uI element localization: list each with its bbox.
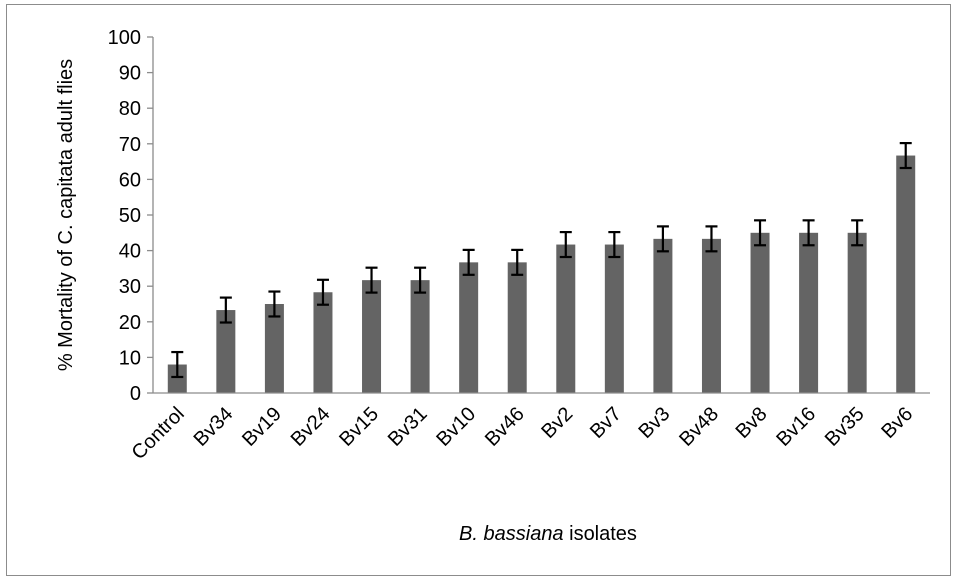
error-bar-bv24 — [316, 278, 329, 306]
y-tick-label: 20 — [119, 312, 141, 334]
x-axis-title-italic: B. bassiana — [459, 523, 564, 545]
bar-control — [167, 364, 187, 393]
error-bar-bv7 — [608, 230, 621, 259]
y-tick-label: 30 — [119, 276, 141, 298]
error-bar-bv8 — [754, 219, 767, 247]
bar-bv3 — [653, 238, 673, 393]
error-bar-bv16 — [802, 219, 815, 247]
error-bar-bv15 — [365, 266, 378, 294]
error-bar-bv46 — [511, 248, 524, 276]
y-tick-label: 0 — [130, 383, 141, 405]
bar-bv48 — [701, 238, 721, 393]
x-category-label: Bv16 — [772, 403, 820, 451]
bar-bv2 — [556, 244, 576, 393]
x-category-label: Bv3 — [635, 403, 675, 443]
bar-bv19 — [264, 304, 284, 393]
error-bar-bv19 — [268, 290, 281, 318]
x-category-label: Bv31 — [384, 403, 432, 451]
error-bar-bv3 — [656, 225, 669, 253]
bar-bv24 — [313, 292, 333, 393]
x-category-label: Bv7 — [586, 403, 626, 443]
x-category-label: Bv2 — [537, 403, 577, 443]
x-category-label: Bv34 — [190, 403, 238, 451]
bar-bv10 — [459, 262, 479, 393]
chart-frame — [6, 4, 951, 576]
bars — [167, 155, 916, 393]
error-bar-bv10 — [462, 248, 475, 276]
x-category-label: Bv24 — [287, 403, 335, 451]
x-category-label: Bv35 — [821, 403, 869, 451]
error-bar-bv48 — [705, 225, 718, 253]
bar-bv31 — [410, 280, 430, 393]
bar-bv46 — [507, 262, 527, 393]
bar-bv34 — [216, 310, 236, 393]
bar-bv35 — [847, 232, 867, 393]
bar-bv7 — [604, 244, 624, 393]
error-bar-bv2 — [559, 230, 572, 259]
bar-bv6 — [896, 155, 916, 393]
bar-bv8 — [750, 232, 770, 393]
x-category-label: Bv6 — [877, 403, 917, 443]
y-axis-title: % Mortality of C. capitata adult flies — [55, 59, 77, 371]
error-bar-bv34 — [219, 296, 232, 324]
x-category-label: Bv8 — [732, 403, 772, 443]
x-category-label: Bv48 — [675, 403, 723, 451]
x-category-label: Bv10 — [432, 403, 480, 451]
category-labels: Control Bv34 Bv19 Bv24 Bv15 Bv31 Bv10 Bv46 Bv2 Bv… — [128, 403, 918, 464]
y-axis-ticks: 0 10 20 30 40 50 60 70 80 90 100 — [108, 27, 153, 405]
error-bar-bv6 — [899, 141, 912, 170]
x-category-label: Control — [128, 403, 189, 464]
y-tick-label: 100 — [108, 27, 141, 49]
y-tick-label: 70 — [119, 134, 141, 156]
error-bar-bv35 — [851, 219, 864, 247]
x-category-label: Bv19 — [238, 403, 286, 451]
bar-bv15 — [362, 280, 382, 393]
y-tick-label: 50 — [119, 205, 141, 227]
error-bars — [171, 141, 912, 379]
x-axis-title: B. bassiana isolates — [459, 523, 637, 545]
x-axis-title-rest: isolates — [564, 523, 637, 545]
x-category-label: Bv15 — [335, 403, 383, 451]
y-tick-label: 90 — [119, 63, 141, 85]
y-tick-label: 80 — [119, 98, 141, 120]
y-tick-label: 40 — [119, 241, 141, 263]
y-tick-label: 60 — [119, 169, 141, 191]
x-category-label: Bv46 — [481, 403, 529, 451]
error-bar-bv31 — [414, 266, 427, 294]
bar-bv16 — [799, 232, 819, 393]
error-bar-control — [171, 350, 184, 379]
y-tick-label: 10 — [119, 347, 141, 369]
